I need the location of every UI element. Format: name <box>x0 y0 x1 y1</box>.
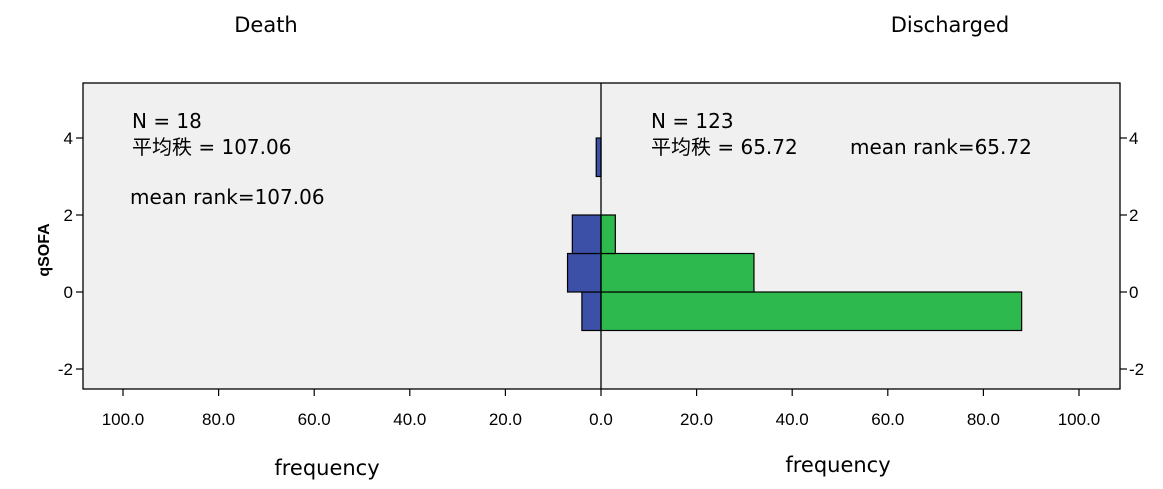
x-tick-label: 0.0 <box>589 410 613 429</box>
x-tick-label: 40.0 <box>776 410 809 429</box>
y-tick-label: 4 <box>1129 129 1138 148</box>
discharged-bar <box>600 252 755 293</box>
discharged-mean-rank-label: mean rank=65.72 <box>850 135 1032 159</box>
y-axis-left: 4 2 0 -2 <box>58 129 83 379</box>
x-tick-label: 60.0 <box>871 410 904 429</box>
y-axis-title: qSOFA <box>36 223 53 277</box>
discharged-bar <box>600 291 1023 332</box>
discharged-rank-label: 平均秩 = 65.72 <box>651 135 798 159</box>
x-tick-label: 20.0 <box>489 410 522 429</box>
y-tick-label: -2 <box>58 360 73 379</box>
x-tick-label: 100.0 <box>1058 410 1101 429</box>
discharged-x-axis-title: frequency <box>785 453 890 477</box>
death-bar <box>581 291 602 332</box>
death-bar <box>566 252 602 293</box>
x-tick-label: 40.0 <box>393 410 426 429</box>
death-panel-title: Death <box>234 13 298 37</box>
y-tick-label: 0 <box>1129 283 1138 302</box>
discharged-panel-title: Discharged <box>891 13 1010 37</box>
death-bar <box>595 137 602 178</box>
x-tick-label: 80.0 <box>202 410 235 429</box>
x-tick-label: 60.0 <box>298 410 331 429</box>
death-mean-rank-label: mean rank=107.06 <box>130 185 325 209</box>
discharged-bars <box>600 214 1023 332</box>
y-tick-label: 0 <box>64 283 73 302</box>
y-tick-label: 2 <box>1129 206 1138 225</box>
y-axis-right: 4 2 0 -2 <box>1120 129 1144 379</box>
discharged-bar <box>600 214 616 255</box>
x-tick-label: 80.0 <box>967 410 1000 429</box>
y-tick-label: -2 <box>1129 360 1144 379</box>
death-rank-label: 平均秩 = 107.06 <box>132 135 291 159</box>
death-x-axis-title: frequency <box>274 456 379 480</box>
discharged-n-label: N = 123 <box>651 109 734 133</box>
y-tick-label: 4 <box>64 129 73 148</box>
x-tick-label: 100.0 <box>102 410 145 429</box>
x-axis: 100.0 80.0 60.0 40.0 20.0 0.0 20.0 40.0 60.0 80.0… <box>102 389 1101 429</box>
death-bars <box>566 137 602 332</box>
death-bar <box>571 214 602 255</box>
y-tick-label: 2 <box>64 206 73 225</box>
death-n-label: N = 18 <box>132 109 202 133</box>
x-tick-label: 20.0 <box>680 410 713 429</box>
